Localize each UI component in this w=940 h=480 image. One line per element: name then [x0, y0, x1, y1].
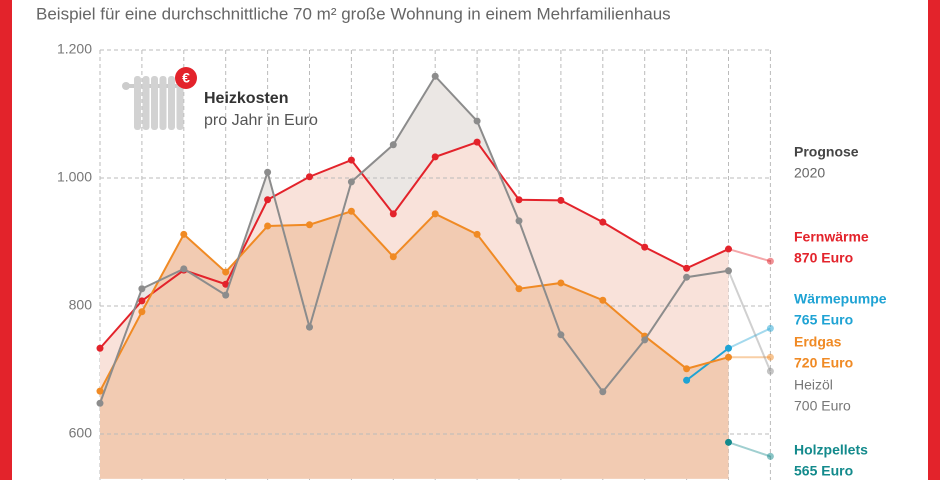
line: [99, 140, 729, 349]
y-tick-label: 1.200: [57, 41, 92, 57]
point: [264, 222, 272, 230]
legend-name: Heizöl: [794, 377, 833, 393]
prognosis-line: [728, 441, 771, 458]
prognosis-line: [727, 270, 772, 372]
prognosis-year: 2020: [794, 165, 825, 181]
point: [473, 117, 481, 125]
point: [96, 399, 104, 407]
point: [222, 268, 230, 276]
point: [306, 323, 313, 331]
point: [431, 153, 439, 161]
point: [96, 387, 104, 395]
point: [725, 344, 732, 352]
point: [306, 221, 313, 229]
euro-badge: [175, 67, 197, 89]
point: [515, 217, 523, 225]
y-tick-label: 600: [69, 425, 93, 441]
point: [347, 178, 355, 186]
point: [138, 297, 146, 305]
legend-name: Fernwärme: [794, 229, 869, 245]
point: [683, 376, 691, 384]
point: [389, 253, 397, 261]
point: [725, 245, 732, 253]
point: [557, 331, 565, 339]
point: [725, 267, 732, 275]
point: [725, 438, 732, 446]
point: [599, 388, 607, 396]
point: [683, 365, 691, 373]
line: [685, 347, 730, 382]
border-right: [928, 0, 940, 480]
area: [100, 211, 729, 479]
point: [557, 196, 565, 204]
point: [431, 72, 439, 80]
point: [599, 296, 607, 304]
point: [766, 257, 774, 265]
prognosis-line: [728, 248, 771, 263]
pipe-end: [122, 82, 130, 90]
prognosis-title: Prognose: [794, 144, 859, 160]
radiator-icon: €: [122, 67, 197, 130]
point: [515, 196, 523, 204]
point: [222, 291, 230, 299]
fin: [168, 76, 175, 130]
point: [557, 279, 565, 287]
point: [431, 210, 439, 218]
point: [641, 336, 649, 344]
point: [473, 138, 481, 146]
point: [96, 344, 104, 352]
point: [766, 324, 774, 332]
point: [725, 353, 732, 361]
point: [264, 168, 272, 176]
point: [347, 207, 355, 215]
point: [180, 265, 188, 273]
legend-name: Wärmepumpe: [794, 291, 887, 307]
point: [389, 210, 397, 218]
fin: [142, 76, 150, 130]
point: [389, 141, 397, 149]
legend-value: 700 Euro: [794, 398, 851, 414]
fin: [151, 76, 158, 130]
fin: [134, 76, 141, 130]
fin: [176, 76, 184, 130]
point: [766, 353, 774, 361]
legend-value: 765 Euro: [794, 312, 853, 328]
y-tick-label: 1.000: [57, 169, 92, 185]
legend-name: Erdgas: [794, 334, 842, 350]
y-tick-label: 800: [69, 297, 93, 313]
legend-name: Holzpellets: [794, 442, 868, 458]
legend-value: 720 Euro: [794, 355, 853, 371]
border-left: [0, 0, 12, 480]
subtitle: Beispiel für eine durchschnittliche 70 m…: [36, 4, 671, 23]
point: [683, 273, 691, 281]
point: [683, 264, 691, 272]
point: [138, 285, 146, 293]
fin: [159, 76, 167, 130]
point: [515, 285, 523, 293]
point: [306, 173, 313, 181]
point: [641, 243, 649, 251]
legend-value: 870 Euro: [794, 250, 853, 266]
euro-sign: €: [182, 70, 190, 86]
line: [99, 210, 729, 392]
legend-value: 565 Euro: [794, 463, 853, 479]
point: [599, 218, 607, 226]
point: [264, 196, 272, 204]
legend-subtitle: pro Jahr in Euro: [204, 112, 318, 129]
point: [138, 308, 146, 316]
point: [766, 452, 774, 460]
point: [347, 156, 355, 164]
point: [180, 230, 188, 238]
point: [222, 280, 230, 288]
legend-title: Heizkosten: [204, 90, 288, 107]
point: [473, 230, 481, 238]
prognosis-line: [728, 327, 771, 350]
point: [766, 367, 774, 375]
line: [99, 74, 729, 404]
